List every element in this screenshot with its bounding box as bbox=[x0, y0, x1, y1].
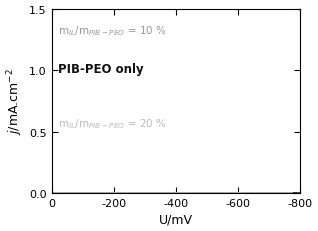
X-axis label: U/mV: U/mV bbox=[159, 213, 193, 225]
Text: PIB-PEO only: PIB-PEO only bbox=[58, 62, 144, 75]
Text: m$_{IL}$/m$_{PIB-PEO}$ = 10 %: m$_{IL}$/m$_{PIB-PEO}$ = 10 % bbox=[58, 24, 167, 38]
Text: m$_{IL}$/m$_{PIB-PEO}$ = 20 %: m$_{IL}$/m$_{PIB-PEO}$ = 20 % bbox=[58, 116, 167, 130]
Y-axis label: $j$/mA.cm$^{-2}$: $j$/mA.cm$^{-2}$ bbox=[5, 68, 25, 135]
